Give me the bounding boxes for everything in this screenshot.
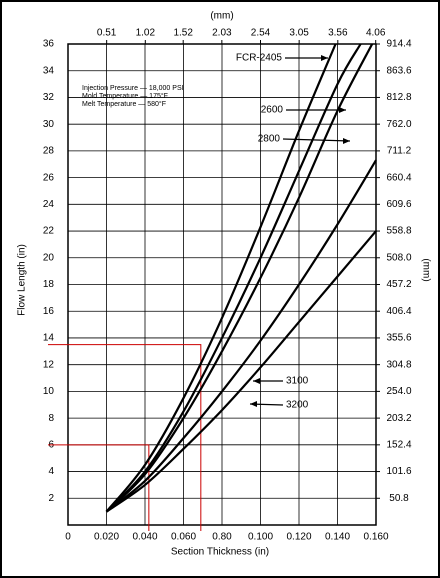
y2-tick-label: 914.4 (386, 39, 411, 50)
series-label: 2800 (258, 134, 281, 145)
y-tick-label: 24 (43, 199, 55, 210)
y2-tick-label: 812.8 (386, 92, 411, 103)
y-tick-label: 14 (43, 333, 55, 344)
x-tick-label: 0.040 (132, 532, 157, 543)
y-tick-label: 12 (43, 359, 55, 370)
series-label: 2600 (261, 105, 284, 116)
series-line (105, 230, 377, 513)
y-tick-label: 26 (43, 172, 55, 183)
x2-tick-label: 1.02 (136, 28, 156, 39)
y-tick-label: 8 (48, 413, 54, 424)
y-tick-label: 34 (43, 65, 55, 76)
y2-tick-label: 355.6 (386, 333, 411, 344)
y-tick-label: 4 (48, 466, 54, 477)
x-tick-label: 0.100 (248, 532, 273, 543)
y2-tick-label: 304.8 (386, 359, 411, 370)
arrow-head (343, 138, 350, 144)
x2-tick-label: 0.51 (97, 28, 117, 39)
x2-tick-label: 3.05 (289, 28, 309, 39)
series-label: FCR-2405 (236, 53, 283, 64)
plot-border (67, 43, 377, 526)
y-tick-label: 2 (48, 493, 54, 504)
x-axis-title: Section Thickness (in) (171, 547, 269, 558)
y2-tick-label: 762.0 (386, 119, 411, 130)
y2-axis-title: (mm) (420, 258, 431, 281)
series-line (105, 43, 337, 513)
y2-tick-label: 508.0 (386, 252, 411, 263)
y2-tick-label: 558.8 (386, 226, 411, 237)
y-tick-label: 20 (43, 252, 55, 263)
y-tick-label: 36 (43, 39, 55, 50)
y-axis-title: Flow Length (in) (17, 244, 28, 316)
x-tick-label: 0.060 (171, 532, 196, 543)
guide-line (48, 344, 202, 531)
y-tick-label: 30 (43, 119, 55, 130)
y2-tick-label: 406.4 (386, 306, 411, 317)
y2-tick-label: 457.2 (386, 279, 411, 290)
y2-tick-label: 101.6 (386, 466, 411, 477)
y2-tick-label: 660.4 (386, 172, 411, 183)
y-tick-label: 22 (43, 226, 55, 237)
x-tick-label: 0.020 (94, 532, 119, 543)
y-tick-label: 10 (43, 386, 55, 397)
series-line (105, 43, 374, 513)
y-tick-label: 18 (43, 279, 55, 290)
series-label: 3100 (286, 376, 309, 387)
y2-tick-label: 711.2 (387, 146, 412, 157)
y-tick-label: 16 (43, 306, 55, 317)
x-tick-label: 0.120 (286, 532, 311, 543)
y-tick-label: 28 (43, 146, 55, 157)
y2-tick-label: 863.6 (386, 65, 411, 76)
x-tick-label: 0.160 (363, 532, 388, 543)
arrow-head (339, 107, 346, 113)
x2-tick-label: 3.56 (328, 28, 348, 39)
arrow-head (321, 55, 328, 61)
label-arrow (282, 138, 351, 142)
x-tick-label: 0.140 (325, 532, 350, 543)
y2-tick-label: 50.8 (389, 493, 409, 504)
y2-tick-label: 609.6 (386, 199, 411, 210)
arrow-head (250, 401, 257, 407)
x2-axis-title: (mm) (210, 11, 233, 22)
x-tick-label: 0.80 (212, 532, 232, 543)
annotation: Melt Temperature — 580°F (82, 100, 166, 108)
x-tick-label: 0 (65, 532, 71, 543)
y2-tick-label: 152.4 (386, 439, 411, 450)
y2-tick-label: 254.0 (386, 386, 411, 397)
x2-tick-label: 1.52 (173, 28, 193, 39)
series-line (105, 159, 377, 513)
series-label: 3200 (286, 400, 309, 411)
series-line (105, 43, 362, 513)
arrow-head (253, 378, 260, 384)
annotation: Mold Temperature — 175°F (82, 92, 168, 100)
annotation: Injection Pressure — 18,000 PSI (82, 85, 184, 92)
y-tick-label: 32 (43, 92, 55, 103)
x2-tick-label: 2.54 (251, 28, 271, 39)
x2-tick-label: 2.03 (212, 28, 232, 39)
y2-tick-label: 203.2 (386, 413, 411, 424)
x2-tick-label: 4.06 (366, 28, 386, 39)
guide-line (48, 444, 150, 531)
